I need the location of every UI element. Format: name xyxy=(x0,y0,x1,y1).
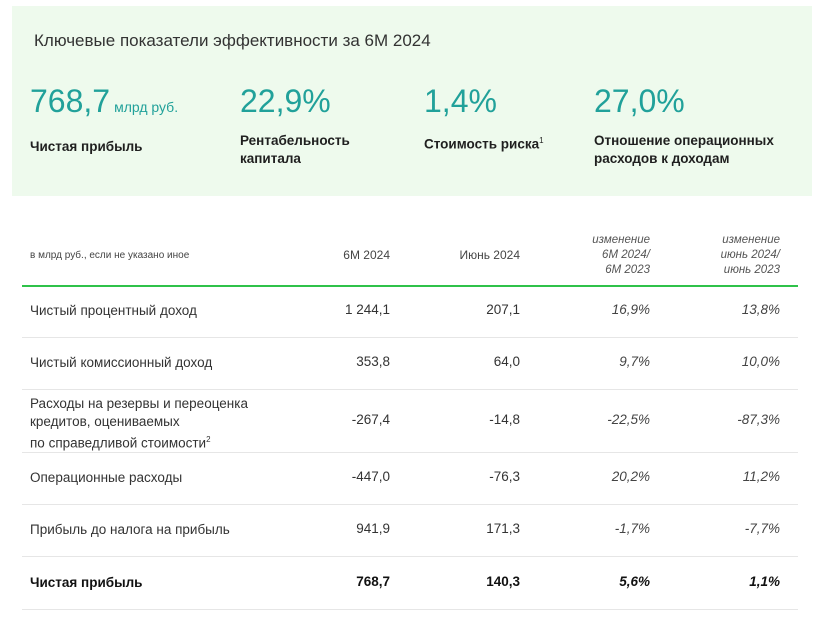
table-row: Чистый процентный доход 1 244,1 207,1 16… xyxy=(22,286,798,338)
col-header-june: Июнь 2024 xyxy=(459,248,520,262)
change-6m: 9,7% xyxy=(619,354,650,369)
row-label: Чистая прибыль xyxy=(30,575,143,590)
kpi-label: Отношение операционных расходов к дохода… xyxy=(594,133,774,166)
value-6m: 941,9 xyxy=(356,521,390,536)
value-june: -14,8 xyxy=(489,412,520,427)
table-row: Операционные расходы -447,0 -76,3 20,2% … xyxy=(22,453,798,505)
kpi-roe: 22,9% Рентабельность капитала xyxy=(240,84,380,168)
table-header: в млрд руб., если не указано иное 6М 202… xyxy=(22,230,798,287)
footnote-marker: 2 xyxy=(206,435,211,444)
change-june: 13,8% xyxy=(741,302,780,317)
financial-table: в млрд руб., если не указано иное 6М 202… xyxy=(22,230,798,610)
row-label: Чистый процентный доход xyxy=(30,303,197,318)
value-6m: 1 244,1 xyxy=(344,302,390,317)
value-6m: -447,0 xyxy=(351,469,390,484)
change-june: 1,1% xyxy=(749,574,780,589)
kpi-unit: млрд руб. xyxy=(114,99,179,115)
change-6m: 20,2% xyxy=(611,469,650,484)
kpi-cost-income: 27,0% Отношение операционных расходов к … xyxy=(594,84,794,168)
change-6m: -1,7% xyxy=(614,521,650,536)
kpi-value: 1,4% xyxy=(424,83,497,119)
col-header-change-june: изменение июнь 2024/ июнь 2023 xyxy=(720,234,780,276)
kpi-panel: Ключевые показатели эффективности за 6М … xyxy=(12,6,812,196)
value-june: -76,3 xyxy=(489,469,520,484)
col-header-change-6m: изменение 6М 2024/ 6М 2023 xyxy=(592,234,650,276)
units-note: в млрд руб., если не указано иное xyxy=(30,250,190,261)
kpi-net-profit: 768,7 млрд руб. Чистая прибыль xyxy=(30,84,178,156)
header-divider xyxy=(22,285,798,287)
kpi-value: 768,7 xyxy=(30,83,111,119)
kpi-label: Чистая прибыль xyxy=(30,139,143,154)
kpi-label: Стоимость риска xyxy=(424,136,540,152)
value-6m: 768,7 xyxy=(356,574,390,589)
row-label: Операционные расходы xyxy=(30,470,183,485)
kpi-cost-of-risk: 1,4% Стоимость риска1 xyxy=(424,84,544,154)
panel-title: Ключевые показатели эффективности за 6М … xyxy=(34,31,431,50)
table-row: Расходы на резервы и переоценка кредитов… xyxy=(22,390,798,453)
kpi-label: Рентабельность капитала xyxy=(240,133,350,166)
value-june: 171,3 xyxy=(486,521,520,536)
value-june: 207,1 xyxy=(486,302,520,317)
table-row: Чистый комиссионный доход 353,8 64,0 9,7… xyxy=(22,338,798,390)
table-row: Прибыль до налога на прибыль 941,9 171,3… xyxy=(22,505,798,557)
change-6m: 5,6% xyxy=(619,574,650,589)
kpi-value: 22,9% xyxy=(240,83,331,119)
change-june: 10,0% xyxy=(741,354,780,369)
value-june: 64,0 xyxy=(493,354,520,369)
value-6m: 353,8 xyxy=(356,354,390,369)
footnote-marker: 1 xyxy=(539,136,544,145)
kpi-value: 27,0% xyxy=(594,83,685,119)
row-label: Прибыль до налога на прибыль xyxy=(30,522,230,537)
value-june: 140,3 xyxy=(486,574,520,589)
change-6m: -22,5% xyxy=(607,412,650,427)
change-june: -87,3% xyxy=(737,412,780,427)
table-row-total: Чистая прибыль 768,7 140,3 5,6% 1,1% xyxy=(22,557,798,610)
row-label: Чистый комиссионный доход xyxy=(30,355,213,370)
change-june: -7,7% xyxy=(744,521,780,536)
value-6m: -267,4 xyxy=(351,412,390,427)
row-label: Расходы на резервы и переоценка кредитов… xyxy=(30,396,248,451)
col-header-6m: 6М 2024 xyxy=(343,248,390,262)
change-june: 11,2% xyxy=(742,469,780,484)
change-6m: 16,9% xyxy=(611,302,650,317)
